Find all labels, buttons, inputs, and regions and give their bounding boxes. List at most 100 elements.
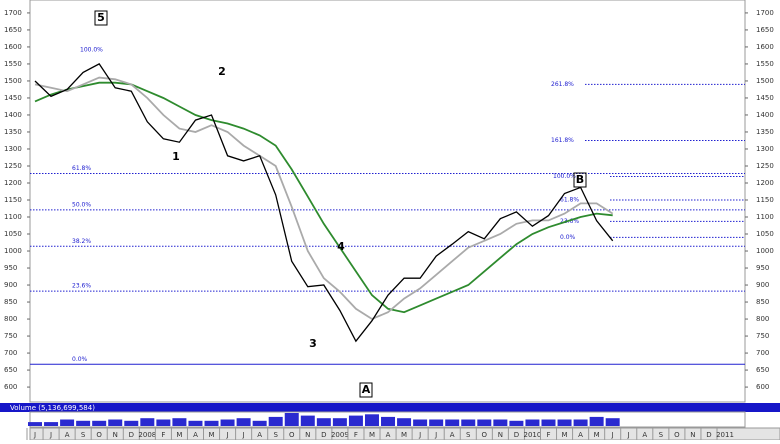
x-tick-label: M — [176, 431, 182, 439]
volume-bar — [573, 419, 588, 426]
volume-bar — [188, 420, 203, 426]
y-tick-label: 1600 — [4, 43, 22, 51]
x-tick-label: J — [627, 431, 630, 439]
volume-bar — [108, 419, 123, 426]
volume-bar — [236, 418, 251, 426]
x-tick-label: 2010 — [524, 431, 542, 439]
volume-bar — [332, 418, 347, 426]
x-tick-label: M — [401, 431, 407, 439]
y-tick-label: 1650 — [4, 26, 22, 34]
volume-bar — [589, 416, 604, 426]
wave-label: A — [362, 383, 371, 396]
x-tick-label: M — [562, 431, 568, 439]
x-tick-label: J — [434, 431, 437, 439]
x-tick-label: N — [113, 431, 118, 439]
x-tick-label: D — [706, 431, 711, 439]
y-tick-label: 850 — [4, 298, 17, 306]
y-tick-label: 1000 — [4, 247, 22, 255]
wave-label: 5 — [97, 11, 105, 24]
series-line — [34, 63, 614, 343]
y-tick-label: 1550 — [4, 60, 22, 68]
volume-bar — [268, 416, 283, 426]
volume-bar — [381, 416, 396, 426]
volume-bar — [461, 419, 476, 426]
y-tick-label: 1650 — [756, 26, 774, 34]
wave-label: B — [576, 173, 584, 186]
fib-label: 0.0% — [560, 234, 576, 241]
volume-bar — [44, 422, 59, 426]
y-tick-label: 1350 — [4, 128, 22, 136]
x-tick-label: F — [546, 431, 550, 439]
y-tick-label: 1500 — [4, 77, 22, 85]
volume-bar — [493, 419, 508, 426]
y-tick-label: 1700 — [4, 9, 22, 17]
fib-label: 23.6% — [560, 218, 579, 225]
volume-bar — [60, 419, 75, 426]
fib-label: 38.2% — [72, 238, 91, 245]
volume-bar — [300, 415, 315, 426]
volume-bar — [92, 420, 107, 426]
volume-bar — [76, 420, 91, 426]
volume-label: Volume (5,136,699,584) — [10, 404, 95, 412]
volume-bar — [316, 418, 331, 426]
fib-label: 61.8% — [560, 197, 579, 204]
x-tick-label: S — [273, 431, 278, 439]
y-tick-label: 700 — [4, 349, 17, 357]
x-tick-label: 2011 — [716, 431, 734, 439]
volume-bar — [541, 419, 556, 426]
y-tick-label: 1100 — [756, 213, 774, 221]
y-tick-label: 650 — [4, 366, 17, 374]
wave-label: 4 — [337, 240, 345, 253]
fib-label: 23.6% — [72, 283, 91, 290]
y-tick-label: 1400 — [4, 111, 22, 119]
x-tick-label: M — [594, 431, 600, 439]
y-tick-label: 1050 — [4, 230, 22, 238]
x-tick-label: O — [482, 431, 488, 439]
wave-box — [573, 172, 587, 188]
y-tick-label: 1200 — [4, 179, 22, 187]
fib-label: 61.8% — [72, 165, 91, 172]
fib-label: 100.0% — [553, 173, 576, 180]
volume-bar — [605, 418, 620, 426]
x-tick-label: F — [161, 431, 165, 439]
x-tick-label: J — [226, 431, 229, 439]
y-tick-label: 800 — [756, 315, 769, 323]
y-tick-label: 600 — [4, 383, 17, 391]
y-tick-label: 950 — [4, 264, 17, 272]
x-tick-label: S — [659, 431, 664, 439]
wave-label: 1 — [172, 150, 180, 163]
fib-label: 161.8% — [551, 137, 574, 144]
y-tick-label: 1300 — [756, 145, 774, 153]
x-tick-label: J — [33, 431, 36, 439]
series-line — [34, 76, 614, 321]
x-tick-label: J — [49, 431, 52, 439]
y-tick-label: 1100 — [4, 213, 22, 221]
y-tick-label: 600 — [756, 383, 769, 391]
volume-bar — [445, 419, 460, 426]
fib-label: 261.8% — [551, 81, 574, 88]
x-tick-label: N — [305, 431, 310, 439]
y-tick-label: 650 — [756, 366, 769, 374]
y-tick-label: 1700 — [756, 9, 774, 17]
x-tick-label: 2009 — [331, 431, 349, 439]
wave-box — [359, 382, 373, 398]
volume-bar — [220, 419, 235, 426]
x-tick-label: A — [65, 431, 70, 439]
volume-bar — [252, 420, 267, 426]
y-tick-label: 1200 — [756, 179, 774, 187]
y-tick-label: 1250 — [4, 162, 22, 170]
y-tick-label: 1400 — [756, 111, 774, 119]
y-tick-label: 1450 — [4, 94, 22, 102]
wave-box — [94, 10, 108, 26]
x-tick-label: D — [514, 431, 519, 439]
volume-bar — [156, 419, 171, 426]
y-tick-label: 1000 — [756, 247, 774, 255]
volume-bar — [429, 419, 444, 426]
y-tick-label: 1300 — [4, 145, 22, 153]
y-tick-label: 850 — [756, 298, 769, 306]
y-tick-label: 1150 — [756, 196, 774, 204]
y-tick-label: 900 — [4, 281, 17, 289]
y-tick-label: 950 — [756, 264, 769, 272]
